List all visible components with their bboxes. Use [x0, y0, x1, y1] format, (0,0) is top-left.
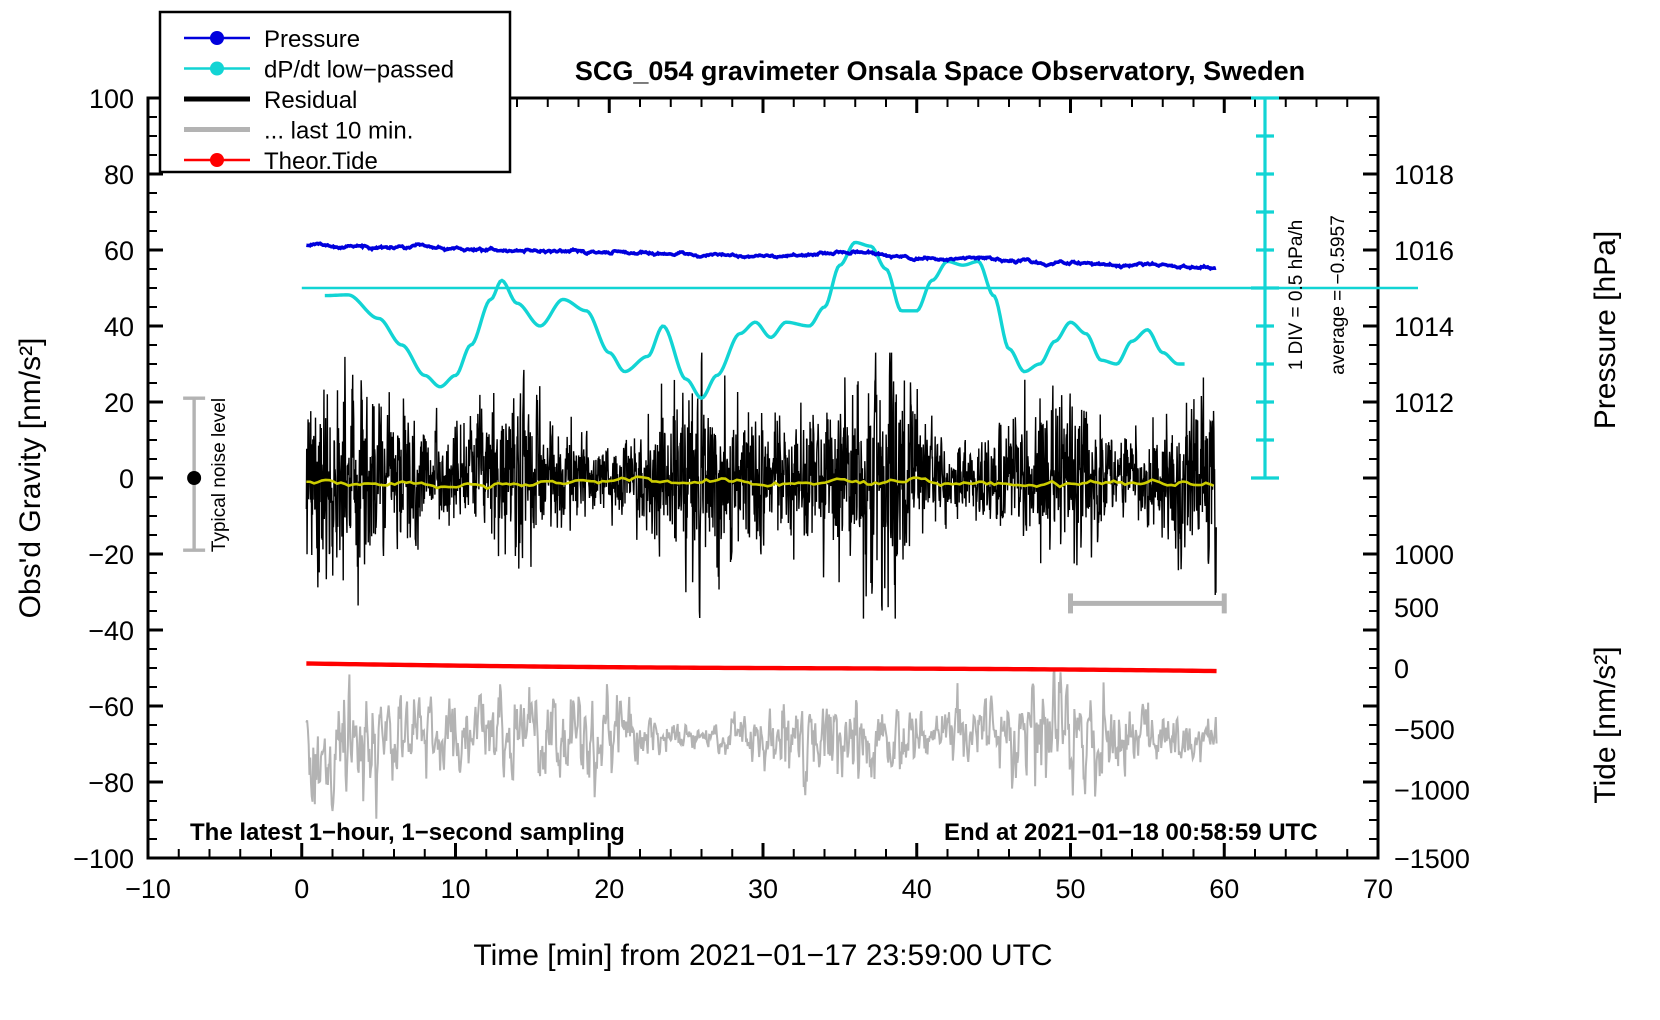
caption-left: The latest 1−hour, 1−second sampling — [190, 819, 625, 846]
tide-tick-label: 0 — [1394, 654, 1409, 684]
x-tick-label: 10 — [440, 874, 470, 904]
trace-dpdt-lowpassed — [324, 240, 1185, 401]
trace-residual-smoothed — [306, 475, 1214, 491]
legend-marker-4 — [210, 153, 224, 167]
pressure-tick-label: 1016 — [1394, 236, 1454, 266]
y-tick-label: 100 — [89, 84, 134, 114]
pressure-tick-label: 1012 — [1394, 388, 1454, 418]
pressure-tick-label: 1000 — [1394, 540, 1454, 570]
y-tick-label: −20 — [88, 540, 134, 570]
x-tick-label: 60 — [1209, 874, 1239, 904]
x-tick-label: 70 — [1363, 874, 1393, 904]
tide-tick-label: −1000 — [1394, 776, 1470, 806]
pressure-tick-label: 1014 — [1394, 312, 1454, 342]
y-tick-label: 0 — [119, 464, 134, 494]
y-tick-label: −100 — [73, 844, 134, 874]
tide-tick-label: −500 — [1394, 715, 1455, 745]
legend-label[interactable]: dP/dt low−passed — [264, 57, 454, 84]
tide-axis-label: Tide [nm/s²] — [1589, 646, 1622, 803]
legend-marker-0 — [210, 31, 224, 45]
legend-label[interactable]: ... last 10 min. — [264, 118, 413, 145]
x-tick-label: 30 — [748, 874, 778, 904]
pressure-axis-label: Pressure [hPa] — [1589, 231, 1622, 429]
legend-label[interactable]: Theor.Tide — [264, 148, 378, 175]
y-tick-label: 80 — [104, 160, 134, 190]
legend-label[interactable]: Residual — [264, 87, 357, 114]
chart-title: SCG_054 gravimeter Onsala Space Observat… — [575, 56, 1305, 86]
x-tick-label: −10 — [125, 874, 171, 904]
chart-legend: Pressure dP/dt low−passed Residual ... last… — [158, 10, 512, 175]
typical-noise-level-marker — [183, 396, 206, 552]
trace-last-10-min — [305, 669, 1218, 819]
y-axis-ticks: −100 −80 −60 −40 −20 0 20 40 60 80 100 — [73, 84, 163, 874]
x-axis-label: Time [min] from 2021−01−17 23:59:00 UTC — [473, 939, 1052, 972]
pressure-axis-ticks: 1018 1016 1014 1012 1000 — [1363, 96, 1454, 860]
x-tick-label: 40 — [902, 874, 932, 904]
data-traces — [301, 240, 1418, 819]
y-tick-label: 40 — [104, 312, 134, 342]
tide-tick-label: −1500 — [1394, 844, 1470, 874]
noise-level-label: Typical noise level — [209, 398, 230, 552]
tide-tick-label: 500 — [1394, 593, 1439, 623]
caption-right: End at 2021−01−18 00:58:59 UTC — [944, 819, 1318, 846]
scale-div-label: 1 DIV = 0.5 hPa/h — [1286, 220, 1307, 371]
y-tick-label: 60 — [104, 236, 134, 266]
legend-marker-1 — [210, 61, 224, 76]
trace-pressure — [306, 241, 1217, 272]
y-tick-label: −60 — [88, 692, 134, 722]
y-tick-label: 20 — [104, 388, 134, 418]
dpdt-average-label: average = −0.5957 — [1328, 215, 1349, 375]
x-tick-label: 0 — [294, 874, 309, 904]
legend-label[interactable]: Pressure — [264, 26, 360, 53]
tide-axis-ticks: 500 0 −500 −1000 −1500 — [1394, 593, 1470, 874]
x-tick-label: 20 — [594, 874, 624, 904]
trace-theoretical-tide — [306, 661, 1217, 674]
trace-residual — [305, 352, 1217, 619]
x-axis-ticks: −10 0 10 20 30 40 50 60 70 — [125, 98, 1393, 904]
y-tick-label: −40 — [88, 616, 134, 646]
y-tick-label: −80 — [88, 768, 134, 798]
dpdt-scale-bar — [1251, 96, 1279, 480]
x-tick-label: 50 — [1055, 874, 1085, 904]
y-axis-label: Obs'd Gravity [nm/s²] — [14, 338, 47, 619]
pressure-tick-label: 1018 — [1394, 160, 1454, 190]
last-10-min-span-bar — [1068, 593, 1227, 614]
